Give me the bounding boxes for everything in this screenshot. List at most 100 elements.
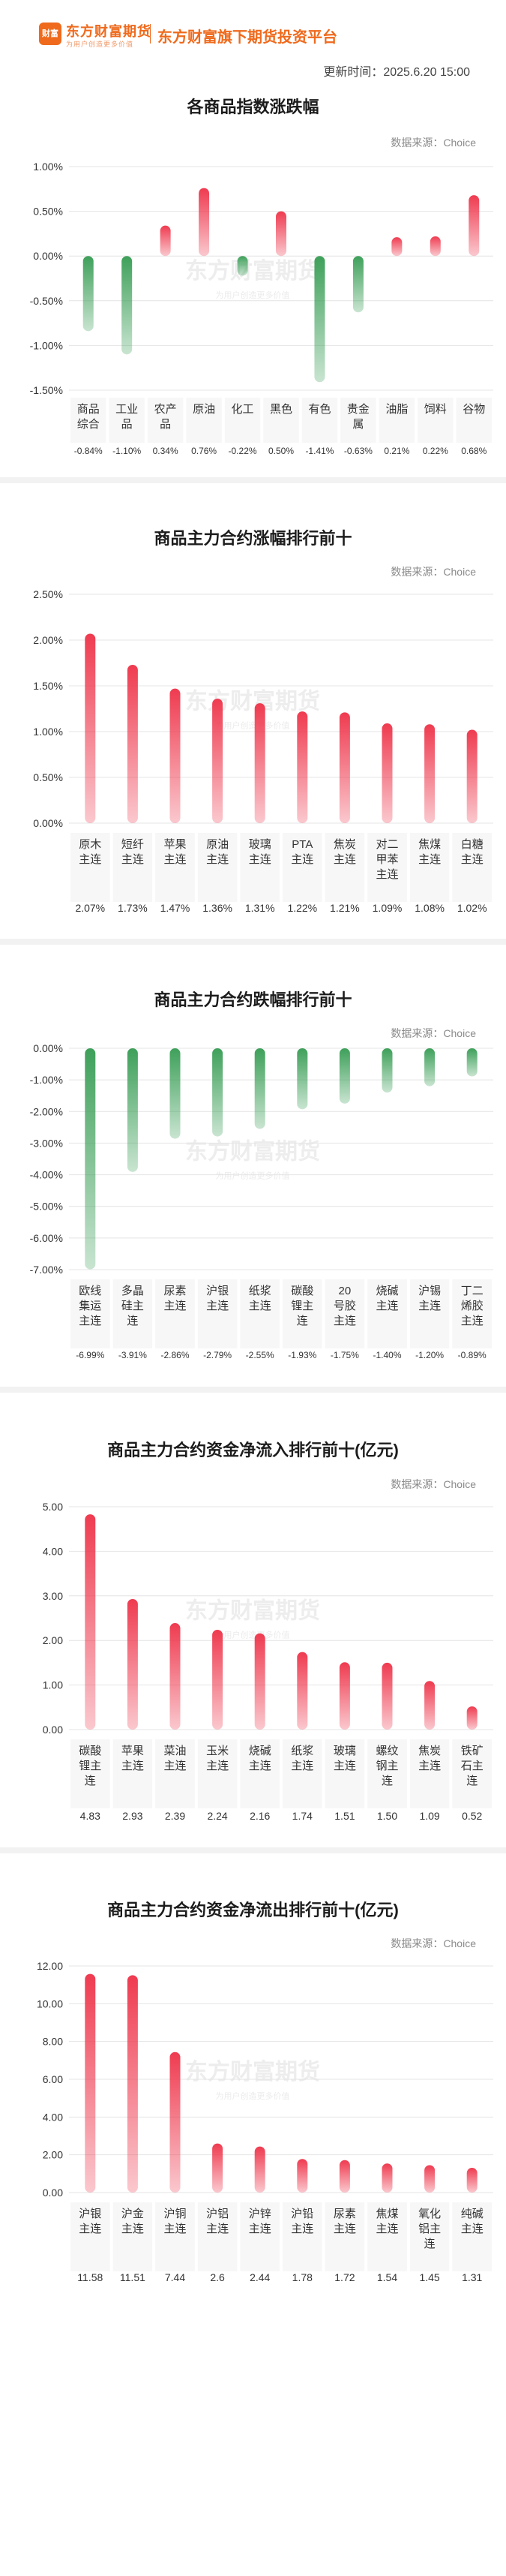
bar [169, 1623, 181, 1730]
category-label-box [283, 833, 322, 902]
y-tick-label: 2.00 [43, 2149, 63, 2161]
category-label: 连 [466, 1775, 478, 1787]
category-label-box [283, 1739, 322, 1808]
y-tick-label: 1.50% [33, 680, 63, 692]
bar [424, 1048, 436, 1087]
category-label-box [452, 1739, 492, 1808]
category-label: PTA [292, 838, 313, 851]
category-label: 主连 [249, 2223, 271, 2235]
category-label: 主连 [376, 868, 398, 881]
y-tick-label: 2.00% [33, 634, 63, 646]
bar [339, 2160, 350, 2193]
value-label: 1.74 [292, 1810, 313, 1822]
category-label: 主连 [461, 853, 484, 866]
category-label: 沪银 [79, 2208, 101, 2220]
category-label: 商品 [77, 403, 100, 416]
category-label-box [155, 1739, 195, 1808]
category-label: 尿素 [334, 2208, 356, 2220]
category-label-box [112, 1279, 153, 1348]
chart-source: 数据来源：Choice [391, 1027, 476, 1039]
bar [85, 1514, 96, 1730]
category-label-box [155, 1279, 195, 1348]
category-label-box [112, 833, 153, 902]
bar [466, 2168, 478, 2193]
category-label: 连 [85, 1775, 96, 1787]
bar [297, 2159, 308, 2193]
value-label: 1.36% [202, 902, 232, 914]
category-label: 主连 [461, 2223, 484, 2235]
category-label: 碳酸 [79, 1745, 101, 1757]
value-label: 1.54 [377, 2271, 397, 2283]
category-label: 主连 [376, 2223, 398, 2235]
value-label: 1.51 [334, 1810, 355, 1822]
bar [212, 1048, 223, 1137]
y-tick-label: 4.00 [43, 2111, 63, 2123]
category-label-box [409, 833, 450, 902]
category-label-box [70, 833, 110, 902]
category-label-box [452, 833, 492, 902]
category-label-box [409, 2202, 450, 2271]
value-label: 11.58 [77, 2271, 103, 2283]
category-label: 20 [339, 1285, 352, 1297]
category-label-box [340, 398, 376, 443]
bar [121, 256, 133, 355]
value-label: 1.09 [419, 1810, 439, 1822]
bar [430, 236, 441, 257]
value-label: -0.84% [74, 446, 103, 456]
bar [85, 1048, 96, 1270]
category-label-box [325, 833, 365, 902]
category-label-box [70, 1279, 110, 1348]
value-label: -1.41% [305, 446, 334, 456]
page-header: 财富 东方财富期货 为用户创造更多价值 东方财富旗下期货投资平台 [0, 0, 506, 60]
value-label: 1.50 [377, 1810, 397, 1822]
value-label: 1.78 [292, 2271, 313, 2283]
category-label: 纸浆 [249, 1284, 271, 1297]
value-label: 2.6 [210, 2271, 225, 2283]
value-label: -1.20% [415, 1350, 444, 1360]
category-label-box [452, 1279, 492, 1348]
category-label: 沪银 [206, 1285, 229, 1297]
bar [466, 1706, 478, 1730]
watermark-slogan: 为用户创造更多价值 [216, 1630, 290, 1640]
category-label-box [197, 833, 238, 902]
category-label: 多晶 [121, 1285, 144, 1297]
category-label-box [240, 1279, 280, 1348]
watermark-slogan: 为用户创造更多价值 [216, 720, 290, 731]
category-label: 化工 [232, 403, 254, 416]
category-label: 连 [297, 1315, 308, 1327]
value-label: 1.73% [118, 902, 148, 914]
category-label: 沪铝 [206, 2208, 229, 2220]
value-label: 1.09% [373, 902, 403, 914]
category-label: 烯胶 [461, 1300, 484, 1312]
platform-title: 东方财富旗下期货投资平台 [157, 29, 337, 46]
value-label: 2.24 [207, 1810, 227, 1822]
category-label: 主连 [79, 853, 101, 866]
category-label: 丁二 [461, 1285, 484, 1297]
bar [127, 1598, 138, 1730]
y-tick-label: -7.00% [30, 1264, 63, 1276]
bar [469, 195, 480, 257]
bar [127, 1975, 138, 2193]
bar [237, 256, 248, 276]
value-label: -1.75% [331, 1350, 359, 1360]
category-label-box [109, 398, 145, 443]
brand-slogan: 为用户创造更多价值 [66, 41, 134, 48]
category-label-box [367, 1739, 407, 1808]
category-label-box [240, 1739, 280, 1808]
y-tick-label: -0.50% [30, 295, 63, 307]
bar [160, 225, 171, 257]
bar [254, 1048, 265, 1129]
category-label-box [452, 2202, 492, 2271]
value-label: 4.83 [80, 1810, 100, 1822]
category-label: 钢主 [376, 1760, 398, 1772]
value-label: -0.89% [458, 1350, 487, 1360]
category-label: 主连 [291, 2223, 313, 2235]
value-label: 1.47% [160, 902, 190, 914]
category-label: 玻璃 [249, 838, 271, 851]
value-label: 1.31% [245, 902, 275, 914]
category-label: 沪铅 [291, 2208, 313, 2220]
brand-name: 东方财富期货 [66, 24, 151, 39]
category-label-box [283, 1279, 322, 1348]
